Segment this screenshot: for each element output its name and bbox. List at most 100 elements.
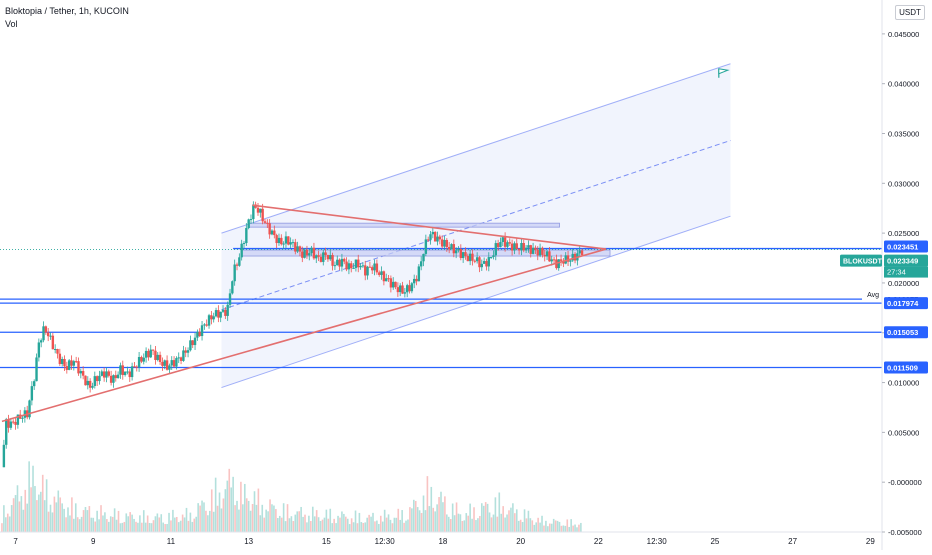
candle-body	[88, 380, 92, 388]
volume-bar	[356, 523, 359, 532]
volume-bar	[556, 520, 559, 532]
candle-body	[326, 254, 330, 260]
volume-bar	[496, 516, 499, 532]
volume-bar	[125, 513, 128, 532]
volume-bar	[51, 512, 54, 532]
candle-body	[312, 247, 316, 259]
candle-body	[247, 219, 250, 229]
flag-marker	[718, 68, 730, 78]
volume-bar	[296, 511, 299, 532]
candle-body	[450, 244, 453, 250]
candle-body	[364, 265, 367, 276]
candle-body	[338, 259, 341, 267]
candle-body	[198, 331, 201, 337]
volume-bar	[209, 510, 211, 532]
candle-body	[37, 342, 41, 358]
candle-body	[133, 366, 136, 368]
volume-bar	[135, 521, 137, 532]
volume-bar	[43, 500, 46, 532]
candle-body	[408, 285, 411, 292]
volume-bar	[327, 518, 330, 532]
currency-unit-badge[interactable]: USDT	[895, 5, 925, 20]
volume-bar	[350, 518, 353, 532]
volume-bar	[73, 518, 75, 532]
candle-body	[464, 252, 467, 256]
volume-bar	[1, 523, 3, 532]
candle-body	[461, 252, 465, 259]
volume-bar	[372, 512, 374, 532]
volume-bar	[418, 510, 421, 532]
candle-body	[319, 256, 323, 262]
volume-bar	[368, 514, 370, 532]
candle-body	[471, 253, 474, 261]
volume-bar	[121, 522, 124, 532]
volume-bar	[306, 522, 308, 532]
x-tick-label: 22	[594, 537, 603, 546]
candle-body	[58, 353, 62, 365]
candle-body	[161, 361, 164, 366]
volume-bar	[104, 512, 106, 532]
volume-bar	[428, 506, 431, 532]
volume-indicator-label[interactable]: Vol	[5, 19, 18, 29]
candle-body	[422, 253, 425, 262]
candle-body	[42, 326, 45, 341]
level-tag-3: 0.015053	[887, 328, 918, 337]
volume-bar	[348, 524, 351, 532]
candle-body	[480, 263, 483, 268]
volume-bar	[310, 521, 312, 532]
symbol-tag: BLOKUSDT	[843, 259, 883, 266]
volume-bar	[572, 525, 574, 532]
volume-bar	[220, 508, 223, 532]
volume-bar	[422, 495, 425, 532]
volume-bar	[247, 500, 250, 532]
candle-body	[74, 361, 78, 363]
volume-bar	[498, 492, 501, 532]
volume-bar	[127, 516, 130, 532]
candle-body	[135, 366, 138, 368]
candle-body	[137, 356, 141, 368]
candle-body	[392, 281, 395, 288]
candle-body	[552, 259, 556, 261]
candle-body	[228, 293, 232, 305]
candle-body	[72, 361, 76, 366]
volume-bar	[284, 521, 287, 532]
candle-body	[67, 360, 71, 370]
volume-bar	[57, 490, 60, 532]
level-tag-2-bg	[884, 297, 928, 310]
volume-bar	[407, 519, 409, 532]
volume-bar	[313, 516, 316, 532]
volume-bar	[249, 510, 252, 532]
candle-body	[266, 222, 269, 224]
volume-bar	[107, 521, 110, 532]
volume-bar	[434, 511, 436, 532]
candle-body	[289, 242, 292, 245]
candle-body	[189, 340, 192, 351]
candle-body	[466, 255, 470, 262]
volume-bar	[403, 522, 405, 532]
volume-bar	[238, 509, 240, 532]
candle-body	[275, 235, 278, 244]
volume-bar	[461, 520, 464, 532]
volume-bar	[376, 520, 378, 532]
volume-bar	[467, 515, 469, 532]
candle-body	[333, 265, 337, 267]
volume-bar	[335, 523, 337, 532]
volume-bar	[181, 514, 184, 532]
volume-bar	[222, 498, 225, 532]
candle-body	[2, 444, 6, 468]
candle-body	[235, 264, 239, 266]
volume-bar	[158, 517, 161, 532]
volume-bar	[261, 504, 264, 532]
x-tick-label: 20	[516, 537, 525, 546]
volume-bar	[512, 503, 514, 532]
volume-bar	[102, 515, 104, 532]
volume-bar	[515, 509, 518, 532]
volume-bar	[123, 521, 126, 532]
candle-body	[357, 259, 360, 268]
candle-body	[336, 259, 339, 266]
candle-body	[571, 253, 574, 261]
candle-body	[191, 340, 194, 346]
volume-bar	[566, 519, 569, 532]
